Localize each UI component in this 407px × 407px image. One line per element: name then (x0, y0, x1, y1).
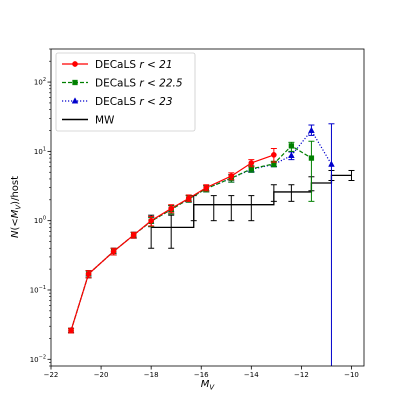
data-point (168, 205, 175, 212)
x-tick-label: −10 (344, 371, 359, 379)
error-bar (168, 214, 175, 249)
error-bar (248, 195, 255, 222)
legend-box (55, 52, 196, 132)
data-point (288, 151, 295, 159)
x-axis-label: MV (201, 379, 216, 392)
x-tick-label: −18 (144, 371, 159, 379)
series-decals-r-23 (67, 123, 335, 366)
y-tick-label: 10−1 (30, 285, 46, 295)
axes-layer: −22 −20 −18 −16 −14 −12 −10 10−2 10−1 100 101 102 (30, 48, 359, 379)
data-point (110, 248, 117, 255)
legend: DECaLS r < 21 DECaLS r < 22.5 DECaLS r < 2… (55, 52, 196, 132)
error-bar (228, 195, 235, 222)
legend-label: DECaLS r < 22.5 (95, 77, 183, 89)
data-point (228, 173, 235, 179)
x-tick-label: −20 (94, 371, 109, 379)
y-tick-label: 10−2 (30, 354, 46, 364)
y-tick-label: 101 (34, 146, 46, 156)
legend-marker (71, 97, 79, 104)
data-point (248, 160, 255, 166)
legend-label: DECaLS r < 23 (95, 96, 173, 108)
data-point (68, 327, 74, 334)
error-bar (308, 140, 315, 202)
series-line (70, 154, 275, 331)
x-tick-label: −16 (194, 371, 209, 379)
data-point (308, 155, 315, 161)
data-point (148, 217, 155, 224)
data-layer (67, 123, 355, 366)
data-point (288, 143, 295, 149)
error-bar (210, 195, 217, 222)
legend-item-decals-r-22-5: DECaLS r < 22.5 (62, 77, 183, 89)
legend-label: DECaLS r < 21 (95, 59, 173, 71)
data-point (328, 160, 335, 167)
data-point (130, 232, 137, 238)
error-bar (288, 184, 295, 202)
legend-label: MW (95, 114, 115, 126)
data-point (203, 184, 210, 191)
legend-item-decals-r-21: DECaLS r < 21 (62, 59, 173, 71)
y-tick-label: 102 (34, 77, 46, 87)
data-point (85, 271, 92, 277)
data-point (271, 152, 277, 158)
series-decals-r-21 (68, 148, 277, 334)
x-tick-label: −12 (294, 371, 309, 379)
x-tick-label: −14 (244, 371, 259, 379)
legend-item-decals-r-23: DECaLS r < 23 (62, 96, 173, 108)
series-decals-r-22-5 (68, 140, 315, 334)
plot-frame (50, 48, 365, 367)
series-mw (148, 169, 355, 249)
y-axis-label: N(<MV)/host (10, 176, 23, 238)
series-line (70, 129, 332, 331)
legend-marker (72, 61, 78, 67)
legend-item-mw: MW (62, 114, 115, 126)
x-tick-label: −22 (44, 371, 59, 379)
data-point (308, 126, 315, 133)
y-tick-label: 100 (34, 216, 46, 226)
legend-marker (72, 79, 78, 86)
series-line (70, 145, 312, 331)
series-line (151, 174, 352, 229)
data-point (185, 195, 192, 202)
